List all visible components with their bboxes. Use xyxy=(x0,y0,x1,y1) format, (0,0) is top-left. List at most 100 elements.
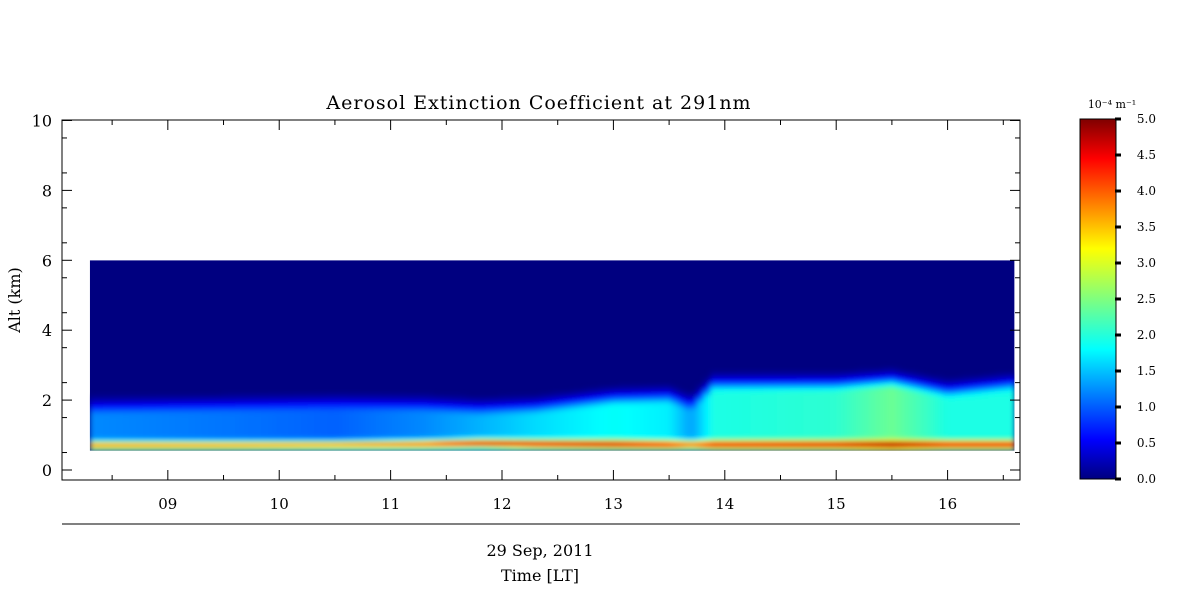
heatmap-cell xyxy=(459,435,467,438)
heatmap-cell xyxy=(743,384,751,387)
heatmap-cell xyxy=(406,415,415,419)
heatmap-cell xyxy=(188,436,197,440)
heatmap-cell xyxy=(961,431,969,434)
heatmap-cell xyxy=(565,396,573,399)
heatmap-cell xyxy=(188,396,197,399)
heatmap-cell xyxy=(347,428,355,431)
heatmap-cell xyxy=(519,407,527,410)
heatmap-cell xyxy=(340,443,349,447)
heatmap-cell xyxy=(552,410,560,413)
heatmap-cell xyxy=(142,415,150,419)
heatmap-cell xyxy=(677,417,685,420)
heatmap-cell xyxy=(948,377,956,380)
heatmap-cell xyxy=(875,372,883,375)
heatmap-cell xyxy=(182,394,190,398)
heatmap-cell xyxy=(928,377,936,380)
heatmap-cell xyxy=(453,405,461,408)
heatmap-cell xyxy=(968,391,976,394)
heatmap-cell xyxy=(935,449,943,451)
heatmap-cell xyxy=(750,401,758,405)
heatmap-cell xyxy=(697,393,705,396)
heatmap-cell xyxy=(862,421,870,424)
heatmap-cell xyxy=(915,435,923,438)
heatmap-cell xyxy=(169,419,177,422)
heatmap-cell xyxy=(538,422,547,426)
heatmap-cell xyxy=(400,396,408,399)
heatmap-cell xyxy=(803,428,811,431)
heatmap-cell xyxy=(578,415,586,419)
heatmap-cell xyxy=(968,389,976,392)
heatmap-cell xyxy=(406,421,415,424)
heatmap-cell xyxy=(915,393,923,396)
heatmap-cell xyxy=(862,403,870,406)
heatmap-cell xyxy=(750,447,758,450)
heatmap-cell xyxy=(413,440,421,443)
heatmap-cell xyxy=(492,414,500,417)
heatmap-cell xyxy=(334,398,342,401)
heatmap-cell xyxy=(598,387,606,391)
heatmap-cell xyxy=(241,394,249,398)
heatmap-cell xyxy=(921,424,930,427)
heatmap-cell xyxy=(307,405,315,408)
heatmap-cell xyxy=(836,384,844,387)
heatmap-cell xyxy=(822,421,831,424)
heatmap-cell xyxy=(519,431,527,434)
heatmap-cell xyxy=(961,440,969,443)
heatmap-cell xyxy=(248,431,256,434)
heatmap-cell xyxy=(459,445,467,448)
heatmap-cell xyxy=(248,415,256,419)
heatmap-cell xyxy=(684,391,692,394)
heatmap-cell xyxy=(354,435,362,438)
heatmap-cell xyxy=(921,419,930,422)
heatmap-cell xyxy=(347,449,355,451)
heatmap-cell xyxy=(618,449,626,451)
heatmap-cell xyxy=(928,436,936,440)
heatmap-cell xyxy=(974,445,983,448)
heatmap-cell xyxy=(492,400,500,403)
heatmap-cell xyxy=(598,440,606,443)
heatmap-cell xyxy=(439,433,448,436)
heatmap-cell xyxy=(611,429,619,433)
heatmap-cell xyxy=(347,440,355,443)
heatmap-cell xyxy=(459,415,467,419)
heatmap-cell xyxy=(221,398,230,401)
heatmap-cell xyxy=(373,405,382,408)
heatmap-cell xyxy=(829,379,837,382)
heatmap-cell xyxy=(446,394,454,398)
heatmap-cell xyxy=(320,443,329,447)
heatmap-cell xyxy=(637,386,646,389)
heatmap-cell xyxy=(961,426,969,429)
heatmap-cell xyxy=(519,410,527,413)
heatmap-cell xyxy=(829,435,837,438)
heatmap-cell xyxy=(354,422,362,426)
heatmap-cell xyxy=(327,410,335,413)
heatmap-cell xyxy=(215,447,223,450)
heatmap-cell xyxy=(697,394,705,398)
heatmap-cell xyxy=(789,429,798,433)
heatmap-cell xyxy=(921,433,930,436)
heatmap-cell xyxy=(862,410,870,413)
heatmap-cell xyxy=(254,400,263,403)
heatmap-cell xyxy=(367,421,375,424)
heatmap-cell xyxy=(796,408,804,412)
heatmap-cell xyxy=(354,419,362,422)
heatmap-cell xyxy=(849,436,857,440)
heatmap-cell xyxy=(631,386,639,389)
heatmap-cell xyxy=(842,440,850,443)
heatmap-cell xyxy=(538,440,547,443)
heatmap-cell xyxy=(188,419,197,422)
heatmap-cell xyxy=(459,408,467,412)
heatmap-cell xyxy=(710,375,718,378)
heatmap-cell xyxy=(684,424,692,427)
heatmap-cell xyxy=(320,394,329,398)
heatmap-cell xyxy=(103,436,111,440)
heatmap-cell xyxy=(921,398,930,401)
heatmap-cell xyxy=(380,394,388,398)
heatmap-cell xyxy=(671,443,679,447)
heatmap-cell xyxy=(261,394,269,398)
heatmap-cell xyxy=(281,400,289,403)
heatmap-cell xyxy=(842,436,850,440)
heatmap-cell xyxy=(803,370,811,373)
heatmap-cell xyxy=(221,400,230,403)
heatmap-cell xyxy=(869,368,877,371)
